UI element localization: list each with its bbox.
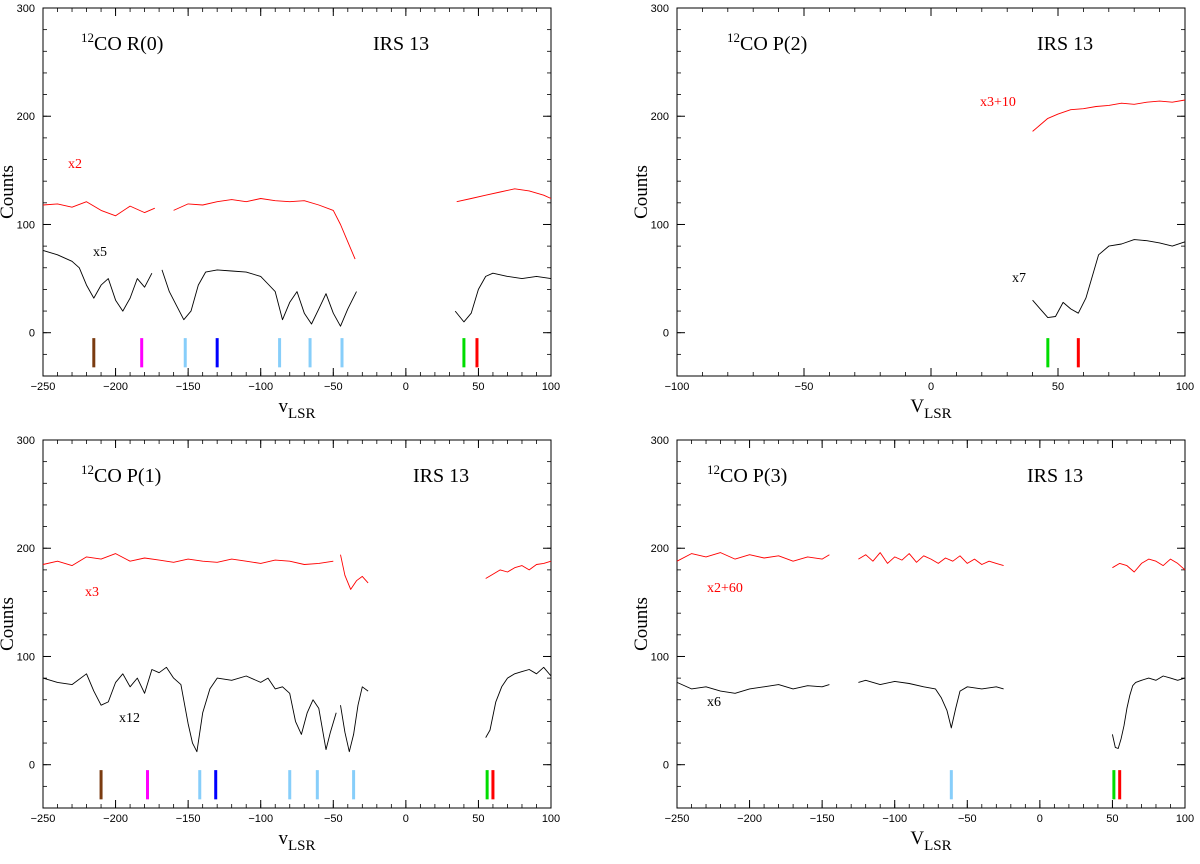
x-tick-label: −150 (810, 813, 835, 825)
plot-frame (42, 7, 552, 377)
series-line-x6 (858, 679, 1004, 729)
series-line-x3 (340, 554, 369, 590)
panel-title: 12CO P(2) (727, 30, 807, 55)
series-line-x2 (456, 188, 552, 203)
series-scale-label: x6 (707, 695, 721, 710)
series-scale-label: x3+10 (980, 95, 1016, 110)
panel-top-right: −100 −50 0 50 100 0 100 200 300 VLSR Counts 12CO P(… (631, 3, 1194, 422)
x-axis-label: VLSR (910, 828, 951, 854)
series-scale-label: x12 (119, 711, 140, 726)
y-tick-label: 0 (29, 760, 35, 772)
panel-title: 12CO P(3) (707, 462, 787, 487)
series-line-x2+60 (1112, 558, 1186, 573)
source-label: IRS 13 (1027, 465, 1083, 487)
x-tick-label: 50 (1052, 381, 1064, 393)
plot-frame (42, 439, 552, 809)
series-line-x2 (42, 201, 155, 217)
y-axis-label: Counts (0, 597, 18, 651)
series-scale-label: x2+60 (707, 581, 743, 596)
x-axis-label: vLSR (278, 828, 315, 854)
y-axis-label: Counts (631, 597, 652, 651)
x-tick-label: −200 (103, 381, 128, 393)
x-tick-label: 100 (1176, 813, 1194, 825)
panel-bottom-left: −250 −200 −150 −100 −50 0 50 100 0 100 200 300 vLSR C… (0, 435, 560, 854)
y-tick-label: 300 (651, 3, 669, 15)
source-label: IRS 13 (413, 465, 469, 487)
series-line-x3+10 (1032, 99, 1186, 132)
x-tick-label: −50 (958, 813, 977, 825)
panel-bottom-right: −250 −200 −150 −100 −50 0 50 100 0 100 200 300 VLSR C… (631, 435, 1194, 854)
x-tick-label: 50 (1106, 813, 1118, 825)
y-tick-label: 0 (663, 328, 669, 340)
x-tick-label: −250 (31, 381, 56, 393)
series-line-x5 (161, 269, 357, 327)
series-line-x3 (42, 553, 334, 567)
series-line-x2+60 (858, 552, 1004, 567)
y-axis-label: Counts (631, 165, 652, 219)
y-axis-label: Counts (0, 165, 18, 219)
panel-top-left: −250 −200 −150 −100 −50 0 50 100 0 100 200 300 vLSR C… (0, 3, 560, 422)
x-axis-label: vLSR (278, 396, 315, 422)
x-axis-label: VLSR (910, 396, 951, 422)
series-scale-label: x5 (93, 245, 107, 260)
series-line-x12 (340, 686, 369, 753)
y-tick-label: 100 (17, 219, 35, 231)
x-tick-label: −150 (176, 813, 201, 825)
series-line-x5 (42, 249, 153, 312)
y-tick-label: 200 (651, 543, 669, 555)
y-tick-label: 100 (17, 651, 35, 663)
series-line-x12 (42, 666, 337, 753)
x-tick-label: 0 (1037, 813, 1043, 825)
y-tick-label: 0 (29, 328, 35, 340)
source-label: IRS 13 (373, 33, 429, 55)
source-label: IRS 13 (1037, 33, 1093, 55)
x-tick-label: −100 (248, 813, 273, 825)
y-tick-label: 300 (17, 435, 35, 447)
series-line-x7 (1032, 239, 1186, 319)
x-tick-label: 100 (542, 381, 560, 393)
panel-title: 12CO P(1) (81, 462, 161, 487)
x-tick-label: 100 (1176, 381, 1194, 393)
y-tick-label: 100 (651, 219, 669, 231)
x-tick-label: −50 (324, 381, 343, 393)
series-scale-label: x3 (85, 585, 99, 600)
series-line-x2 (173, 198, 356, 260)
x-tick-label: 50 (472, 381, 484, 393)
x-tick-label: 50 (472, 813, 484, 825)
series-scale-label: x2 (68, 157, 82, 172)
series-line-x12 (485, 666, 552, 738)
x-tick-label: 0 (403, 813, 409, 825)
series-line-x2+60 (676, 552, 830, 562)
x-tick-label: −50 (795, 381, 814, 393)
x-tick-label: −100 (882, 813, 907, 825)
y-tick-label: 100 (651, 651, 669, 663)
series-line-x5 (454, 272, 552, 323)
x-tick-label: 100 (542, 813, 560, 825)
x-tick-label: 0 (928, 381, 934, 393)
x-tick-label: −250 (31, 813, 56, 825)
x-tick-label: −250 (665, 813, 690, 825)
plot-frame (676, 7, 1186, 377)
y-tick-label: 300 (17, 3, 35, 15)
x-tick-label: −100 (248, 381, 273, 393)
y-tick-label: 200 (651, 111, 669, 123)
x-tick-label: −200 (737, 813, 762, 825)
series-line-x6 (1111, 675, 1186, 749)
series-line-x3 (485, 560, 552, 579)
y-tick-label: 0 (663, 760, 669, 772)
y-tick-label: 200 (17, 111, 35, 123)
plot-frame (676, 439, 1186, 809)
x-tick-label: −50 (324, 813, 343, 825)
y-tick-label: 200 (17, 543, 35, 555)
x-tick-label: −100 (665, 381, 690, 393)
x-tick-label: −200 (103, 813, 128, 825)
series-line-x6 (676, 681, 830, 694)
x-tick-label: 0 (403, 381, 409, 393)
y-tick-label: 300 (651, 435, 669, 447)
x-tick-label: −150 (176, 381, 201, 393)
panel-title: 12CO R(0) (81, 30, 163, 55)
series-scale-label: x7 (1012, 271, 1026, 286)
